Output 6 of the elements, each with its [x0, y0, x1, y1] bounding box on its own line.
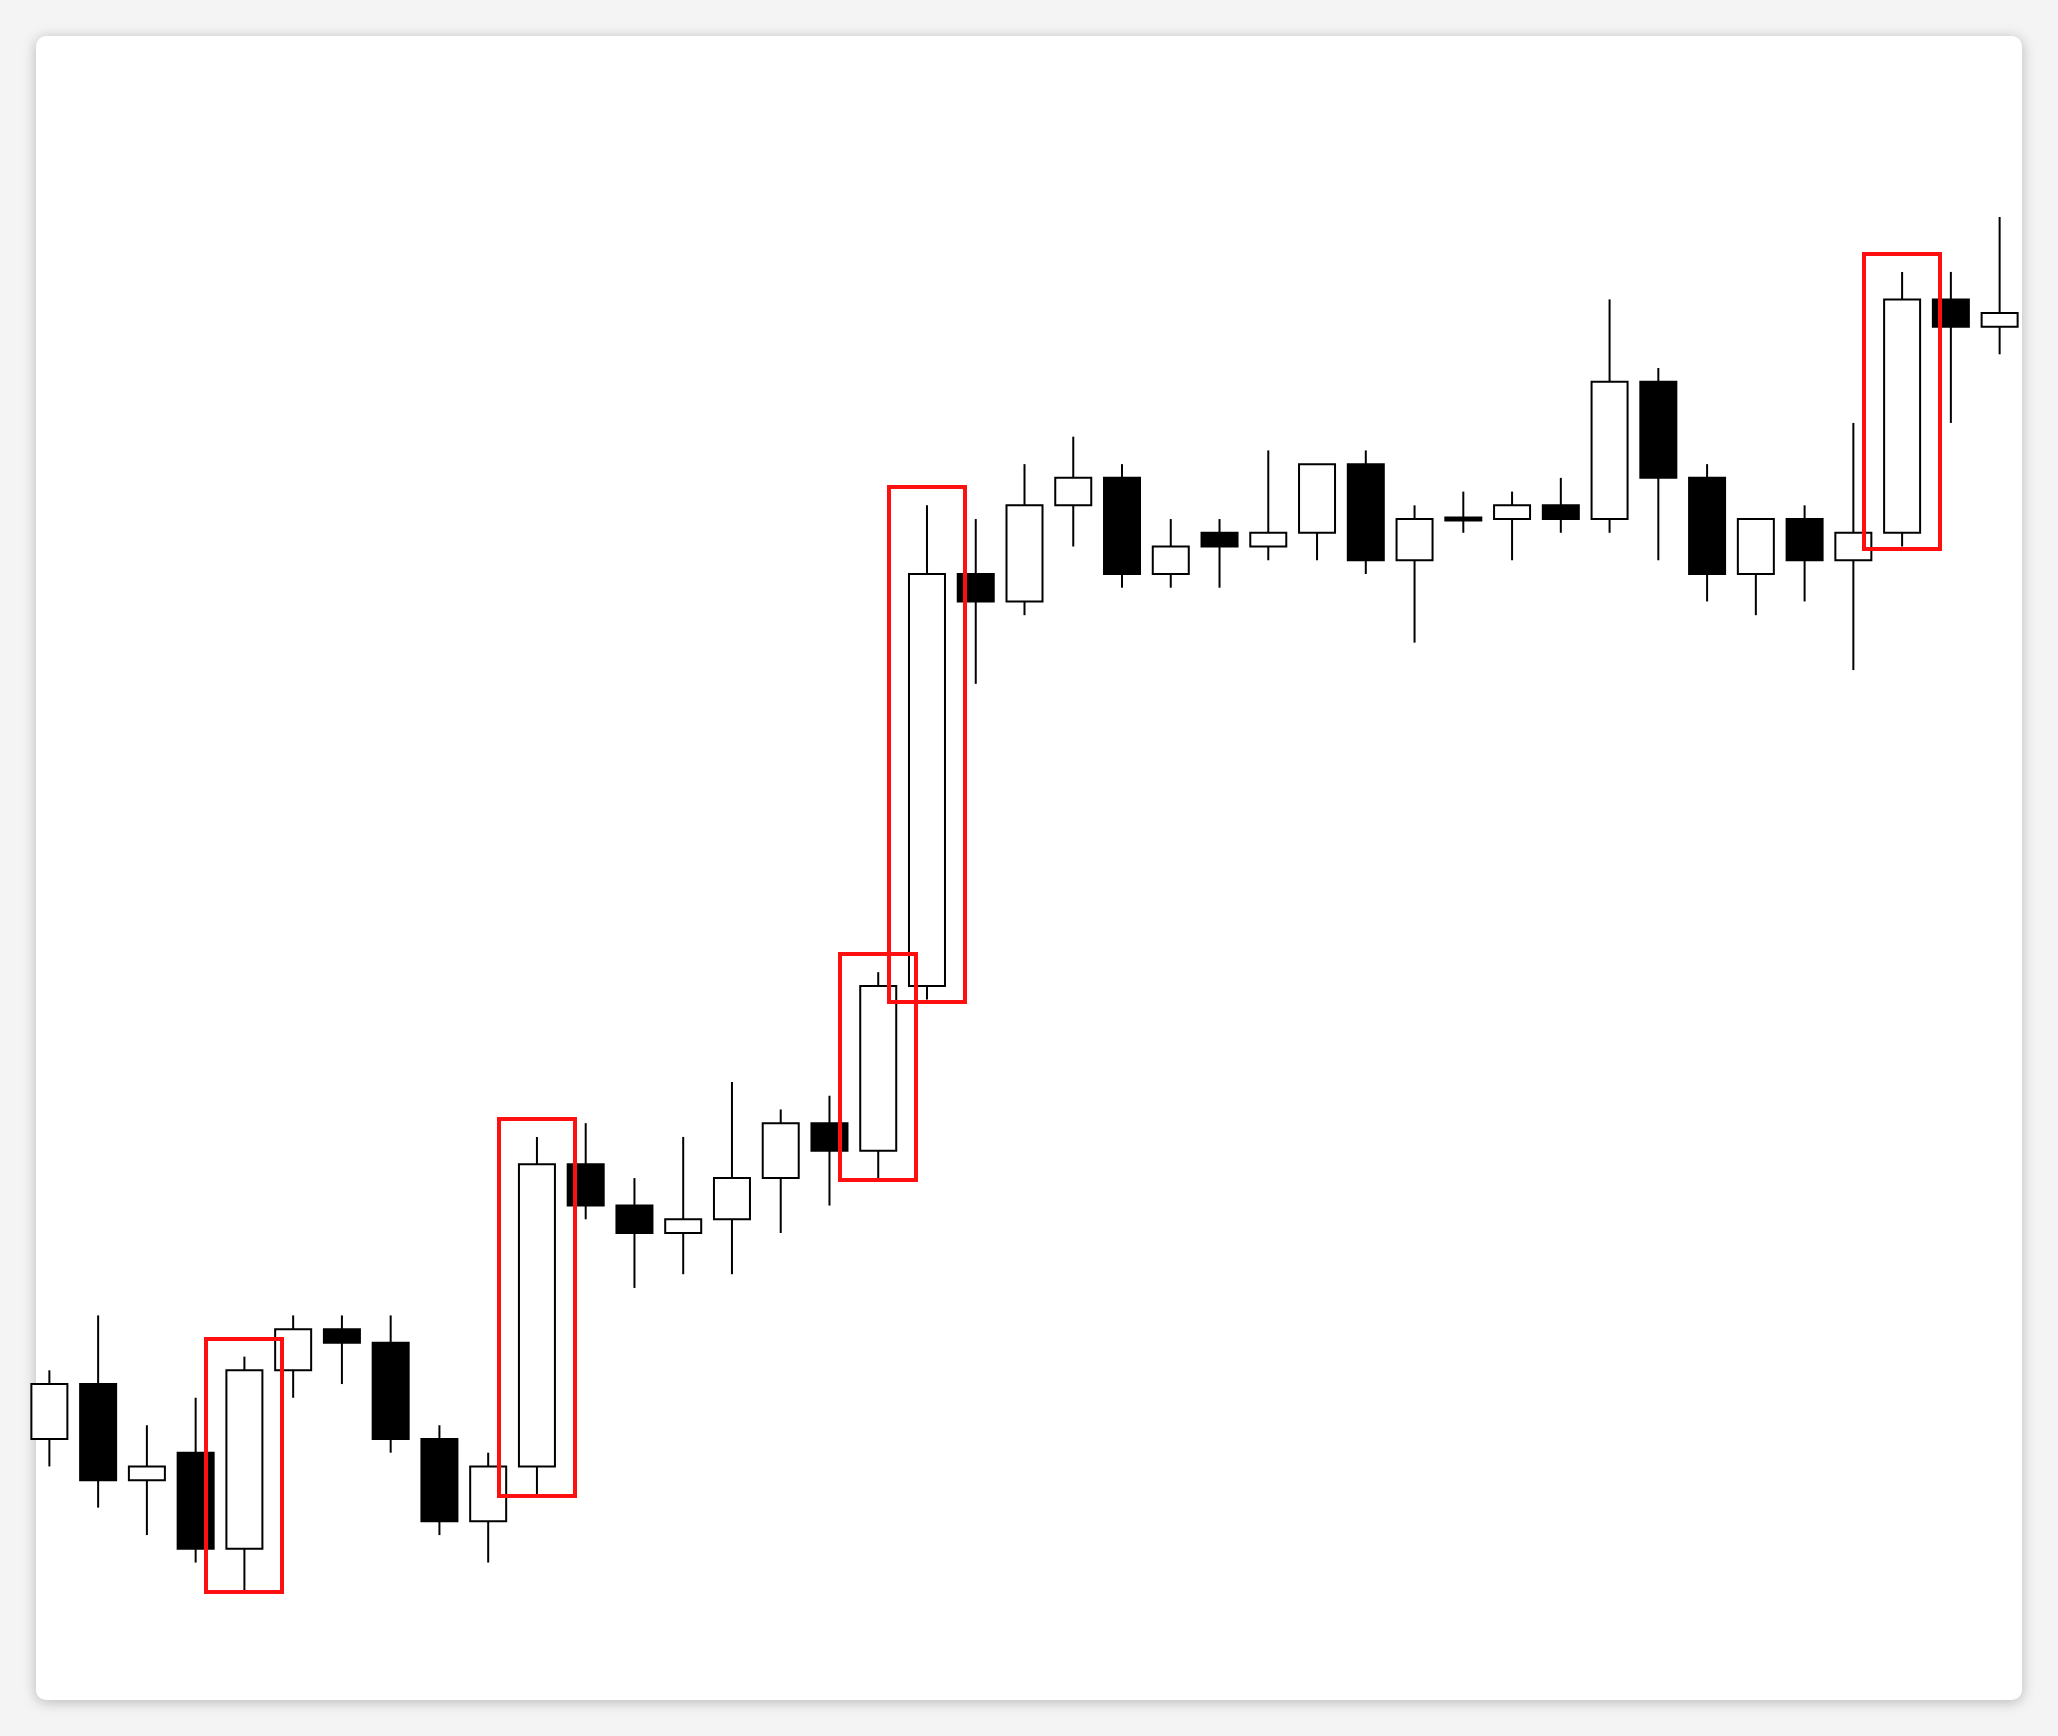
candlestick — [1444, 490, 1483, 534]
candlestick — [664, 1135, 703, 1276]
candlestick — [1834, 421, 1873, 672]
candlestick — [1249, 449, 1288, 562]
candlestick — [127, 1424, 166, 1537]
candlestick — [1980, 216, 2019, 356]
